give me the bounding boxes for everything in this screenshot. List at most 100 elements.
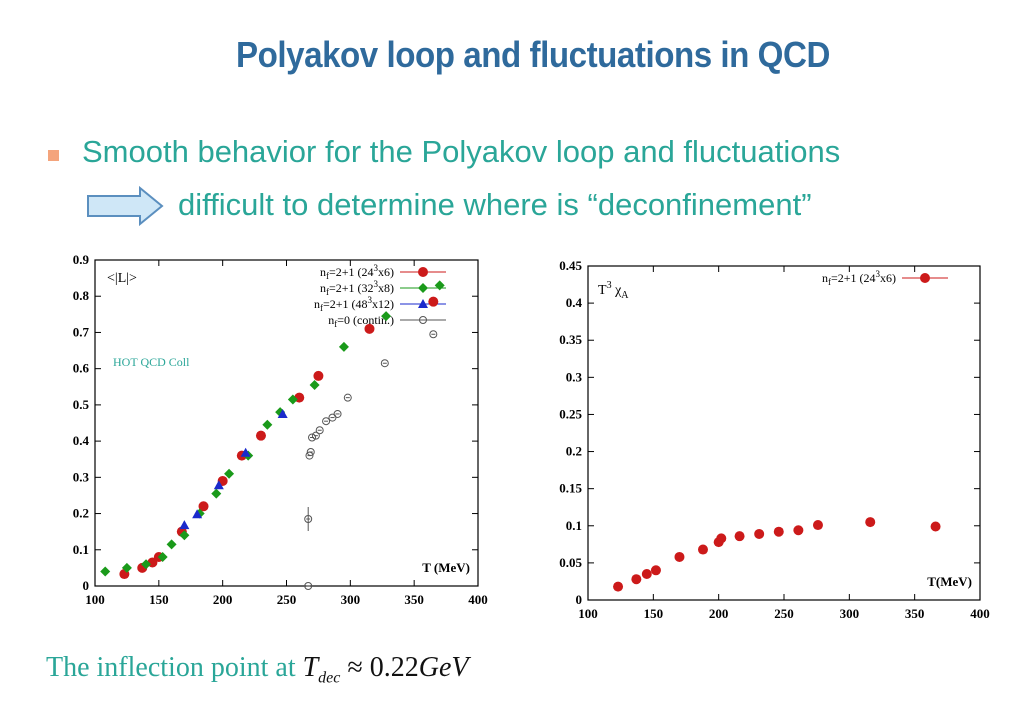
data-point xyxy=(716,533,727,544)
data-point xyxy=(434,280,445,291)
y-tick-label: 0.4 xyxy=(73,433,90,448)
y-tick-label: 0.2 xyxy=(566,444,582,459)
data-point xyxy=(429,330,438,339)
x-tick-label: 300 xyxy=(341,592,361,607)
y-tick-label: 0.7 xyxy=(73,324,90,339)
x-axis-label: T (MeV) xyxy=(422,560,470,575)
data-point xyxy=(328,413,337,422)
x-tick-label: 250 xyxy=(774,606,794,621)
y-tick-label: 0.6 xyxy=(73,361,90,376)
data-point xyxy=(381,311,392,322)
y-tick-label: 0.4 xyxy=(566,295,583,310)
x-tick-label: 350 xyxy=(404,592,424,607)
y-tick-label: 0.45 xyxy=(559,258,582,273)
y-tick-label: 0.8 xyxy=(73,288,90,303)
data-point xyxy=(773,526,784,537)
data-point xyxy=(198,501,209,512)
x-tick-label: 200 xyxy=(213,592,233,607)
sub-bullet-text: difficult to determine where is “deconfi… xyxy=(178,187,812,222)
data-point xyxy=(343,393,352,402)
data-point xyxy=(179,530,190,541)
formula-value: 0.22 xyxy=(369,652,419,683)
x-tick-label: 300 xyxy=(840,606,860,621)
polyakov-loop-chart: 100 150 200 250 300 350 400 0 0.1 0.2 0.3 0.4 0.5 0.6… xyxy=(73,252,488,607)
formula-T: T xyxy=(302,652,319,683)
y-tick-label: 0 xyxy=(83,578,90,593)
collaboration-annotation: HOT QCD Coll xyxy=(113,355,190,369)
data-point xyxy=(309,379,320,390)
data-point xyxy=(121,562,132,573)
y-tick-label: 0.35 xyxy=(559,332,582,347)
data-point xyxy=(211,488,222,499)
data-point xyxy=(793,525,804,536)
y-tick-label: 0.3 xyxy=(73,469,90,484)
inflection-prefix: The inflection point at xyxy=(46,652,303,683)
bullet-square-icon xyxy=(48,150,59,161)
data-point xyxy=(141,559,152,570)
inflection-point-text: The inflection point at Tdec ≈ 0.22GeV xyxy=(46,652,469,688)
data-point xyxy=(240,447,251,457)
data-point xyxy=(364,323,375,334)
x-tick-label: 150 xyxy=(149,592,169,607)
data-point xyxy=(306,447,315,456)
x-axis-label: T(MeV) xyxy=(927,574,972,589)
legend-marker xyxy=(419,316,427,324)
y-tick-label: 0 xyxy=(576,592,583,607)
data-point xyxy=(213,480,224,490)
data-point xyxy=(641,569,652,580)
y-tick-label: 0.9 xyxy=(73,252,90,267)
y-tick-label: 0.1 xyxy=(73,542,89,557)
data-point xyxy=(734,531,745,542)
bullet-text: Smooth behavior for the Polyakov loop an… xyxy=(82,134,841,169)
data-point xyxy=(380,359,389,368)
data-point xyxy=(322,417,331,426)
data-point xyxy=(333,409,342,418)
plot-frame xyxy=(94,259,479,587)
legend-marker xyxy=(418,283,428,293)
data-point xyxy=(754,528,765,539)
inflection-formula: Tdec ≈ 0.22GeV xyxy=(302,652,469,687)
legend-label: nf=2+1 (243x6) xyxy=(822,269,896,287)
x-tick-label: 350 xyxy=(905,606,925,621)
y-tick-label: 0.15 xyxy=(559,481,582,496)
legend-marker xyxy=(418,299,428,308)
data-point xyxy=(631,574,642,585)
data-point xyxy=(428,296,439,307)
data-point xyxy=(308,433,317,442)
x-tick-label: 250 xyxy=(277,592,297,607)
data-point xyxy=(166,539,177,550)
legend-label: nf=2+1 (483x12) xyxy=(314,295,394,313)
data-point xyxy=(697,544,708,555)
data-point xyxy=(674,551,685,562)
data-point xyxy=(315,426,324,435)
data-point xyxy=(311,431,320,440)
data-point xyxy=(100,566,111,577)
plot-frame xyxy=(587,265,981,601)
x-tick-label: 400 xyxy=(468,592,488,607)
data-point xyxy=(304,514,313,523)
y-tick-label: 0.1 xyxy=(566,518,582,533)
formula-approx: ≈ xyxy=(340,652,370,683)
legend-marker xyxy=(418,267,428,277)
x-tick-label: 200 xyxy=(709,606,729,621)
data-point xyxy=(179,520,190,530)
y-tick-label: 0.3 xyxy=(566,369,583,384)
data-point xyxy=(613,581,624,592)
y-tick-label: 0.25 xyxy=(559,406,582,421)
data-point xyxy=(262,419,273,430)
x-tick-label: 400 xyxy=(970,606,990,621)
legend-label: nf=2+1 (243x6) xyxy=(320,263,394,281)
x-tick-label: 100 xyxy=(578,606,598,621)
data-point xyxy=(650,565,661,576)
y-tick-label: 0.2 xyxy=(73,506,89,521)
y-tick-label: 0.5 xyxy=(73,397,90,412)
y-tick-label: 0.05 xyxy=(559,555,582,570)
formula-unit: GeV xyxy=(418,652,469,683)
data-point xyxy=(157,552,168,563)
data-point xyxy=(224,468,235,479)
legend-marker xyxy=(920,273,930,283)
y-axis-label: <|L|> xyxy=(107,271,137,286)
data-point xyxy=(865,517,876,528)
formula-sub: dec xyxy=(318,669,341,687)
data-point xyxy=(287,394,298,405)
